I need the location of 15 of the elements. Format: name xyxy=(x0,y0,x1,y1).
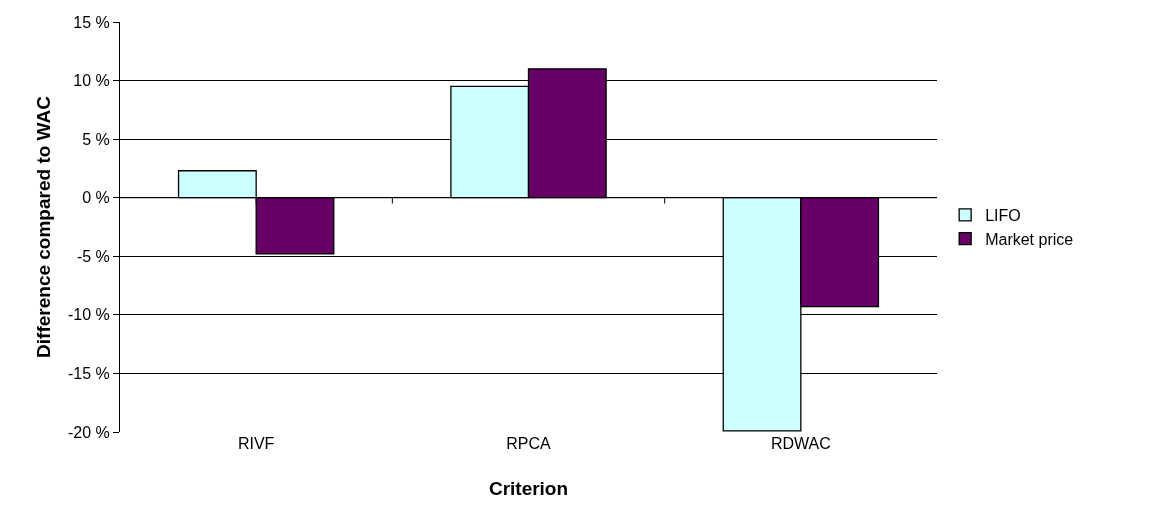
legend-label: LIFO xyxy=(985,207,1021,225)
x-tick-label: RIVF xyxy=(237,435,275,452)
y-tick-label: -5 % xyxy=(76,247,110,265)
y-tick-label: 5 % xyxy=(82,130,110,148)
y-tick-label: 10 % xyxy=(73,72,110,90)
y-axis-title: Difference compared to WAC xyxy=(32,95,54,358)
x-tick-label: RDWAC xyxy=(770,435,831,452)
legend-label: Market price xyxy=(985,230,1074,248)
y-tick-label: -15 % xyxy=(68,365,110,383)
y-tick-label: 0 % xyxy=(82,189,110,207)
x-tick-label: RPCA xyxy=(506,435,552,452)
y-tick-label: -20 % xyxy=(68,423,110,441)
y-tick-label: -10 % xyxy=(68,306,110,324)
y-tick-label: 15 % xyxy=(73,13,110,31)
x-axis-title: Criterion xyxy=(488,477,569,499)
